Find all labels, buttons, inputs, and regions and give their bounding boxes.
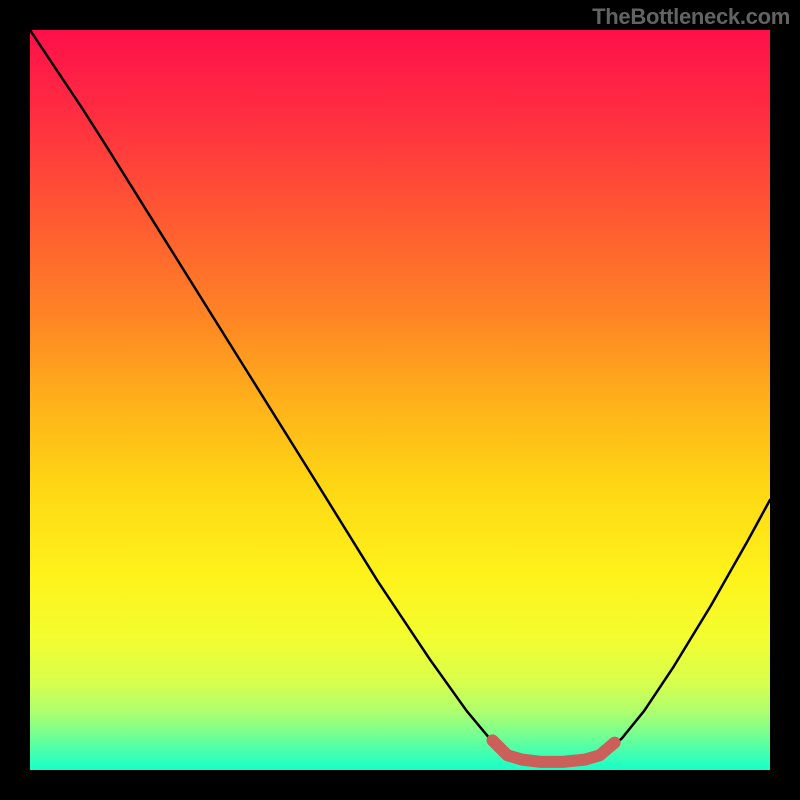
optimal-range-marker — [30, 30, 770, 770]
watermark-label: TheBottleneck.com — [592, 4, 790, 30]
plot-area — [30, 30, 770, 770]
plot-outer — [30, 30, 770, 770]
chart-container: TheBottleneck.com — [0, 0, 800, 800]
